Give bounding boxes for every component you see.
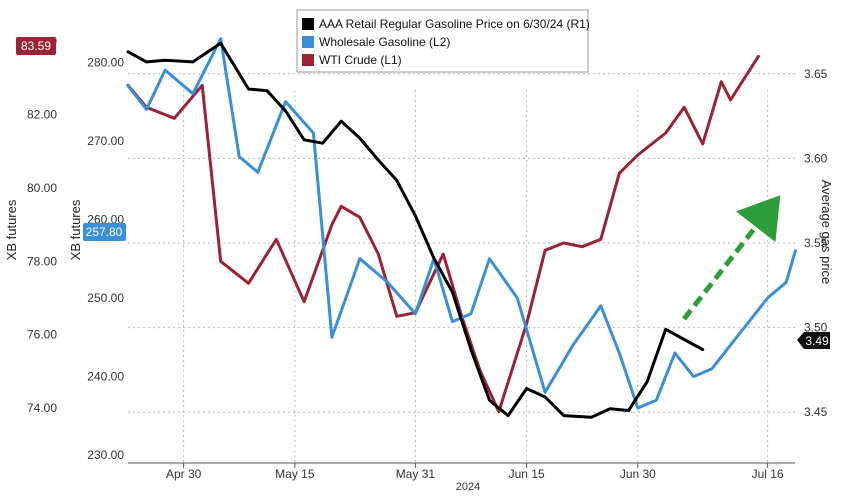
series-line-aaa (126, 41, 705, 419)
last-value-wti: 83.59 (21, 39, 51, 53)
y-tick-label-l1: 82.00 (27, 108, 57, 122)
y-tick-label-r1: 3.50 (804, 321, 828, 335)
x-tick-label: Apr 30 (166, 467, 202, 481)
last-value-badge-wholesale: 257.80 (83, 223, 126, 241)
y-axis-title-l2: XB futures (68, 199, 83, 260)
y-tick-label-r1: 3.45 (804, 405, 828, 419)
x-tick-label: Jun 30 (620, 467, 656, 481)
series-layer (126, 37, 797, 419)
series-line-wholesale (126, 37, 797, 410)
y-tick-label-r1: 3.55 (804, 236, 828, 250)
y-axis-title-l1: XB futures (4, 199, 19, 260)
x-tick-label: May 31 (396, 467, 436, 481)
legend-label-wholesale: Wholesale Gasoline (L2) (319, 35, 450, 49)
legend-label-aaa: AAA Retail Regular Gasoline Price on 6/3… (319, 17, 590, 31)
x-tick-label: May 15 (275, 467, 315, 481)
y-tick-label-l2: 250.00 (87, 291, 124, 305)
legend: AAA Retail Regular Gasoline Price on 6/3… (296, 9, 590, 73)
legend-swatch-wholesale (302, 36, 314, 48)
series-line-wti (126, 54, 760, 414)
last-value-aaa: 3.49 (805, 334, 829, 348)
y-tick-label-l2: 260.00 (87, 212, 124, 226)
y-tick-label-l1: 78.00 (27, 254, 57, 268)
y-tick-label-l2: 240.00 (87, 370, 124, 384)
y-tick-label-l1: 74.00 (27, 401, 57, 415)
y-tick-label-r1: 3.60 (804, 151, 828, 165)
legend-swatch-aaa (302, 18, 314, 30)
legend-swatch-wti (302, 54, 314, 66)
trend-arrow (682, 195, 781, 321)
grid-layer: Apr 30 May 15 May 31 Jun 15 Jun 30 Jul 16 3.65… (27, 34, 828, 481)
legend-box (296, 9, 589, 73)
x-tick-label: Jun 15 (509, 467, 545, 481)
x-axis-year-label: 2024 (456, 481, 480, 493)
last-value-badge-aaa: 3.49 (797, 332, 830, 349)
y-tick-label-l1: 76.00 (27, 328, 57, 342)
last-value-wholesale: 257.80 (86, 225, 123, 239)
y-tick-label-l2: 270.00 (87, 134, 124, 148)
y-tick-label-r1: 3.65 (804, 67, 828, 81)
y-tick-label-l2: 230.00 (87, 448, 124, 462)
legend-label-wti: WTI Crude (L1) (319, 53, 402, 67)
y-axis-title-r1: Average gas price (819, 180, 834, 285)
y-tick-label-l2: 280.00 (87, 55, 124, 69)
y-tick-label-l1: 80.00 (27, 181, 57, 195)
last-value-badge-wti: 83.59 (16, 37, 56, 55)
x-tick-label: Jul 16 (752, 467, 784, 481)
